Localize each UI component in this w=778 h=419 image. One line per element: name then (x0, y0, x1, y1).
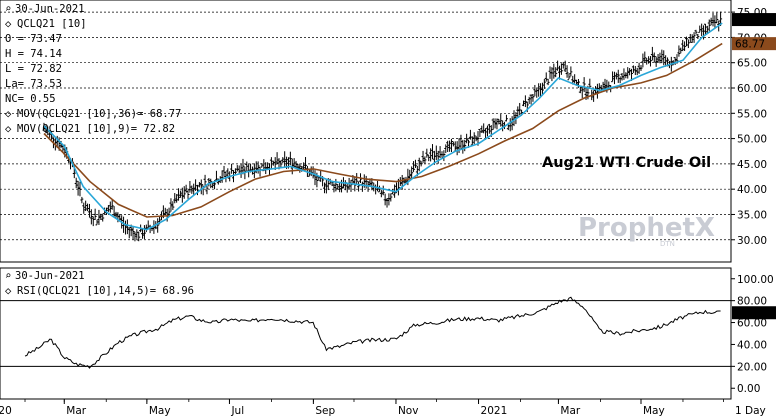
x-tick-label: Sep (315, 405, 335, 417)
diamond-icon: ◇ (5, 123, 12, 135)
watermark-sub: DTN (660, 240, 675, 248)
rsi-y-tick-label: 0.00 (737, 383, 760, 395)
diamond-icon: ◇ (5, 108, 12, 120)
info-net-change: NC= 0.55 (5, 93, 56, 105)
magnifier-icon[interactable]: ⌕ (5, 270, 11, 282)
mov-fast-line (43, 22, 723, 231)
last-price-badge: 73.53 (732, 13, 776, 27)
diamond-icon: ◇ (5, 285, 12, 297)
price-y-tick-label: 30.00 (737, 235, 767, 247)
chart-annotation: Aug21 WTI Crude Oil (542, 155, 711, 171)
watermark: ProphetX (578, 213, 715, 243)
x-tick-label: Jul (230, 405, 244, 417)
price-info: ⌕ 30-Jun-2021 ◇ QCLQ21 [10] O = 73.47 H … (5, 3, 181, 135)
x-tick-label: May (149, 405, 171, 417)
rsi-badge: 68.96 (732, 306, 776, 320)
rsi-y-tick-label: 60.00 (737, 318, 767, 330)
x-axis: 2020 Mar May Jul Sep Nov 2021 Mar May 1 Day (0, 398, 766, 417)
price-y-tick-label: 45.00 (737, 159, 767, 171)
x-tick-label: Mar (66, 405, 86, 417)
rsi-y-tick-label: 20.00 (737, 361, 767, 373)
info-symbol: QCLQ21 [10] (17, 18, 87, 30)
diamond-icon: ◇ (5, 18, 12, 30)
price-y-tick-label: 50.00 (737, 134, 767, 146)
svg-text:68.77: 68.77 (735, 39, 765, 51)
x-tick-label: Mar (560, 405, 580, 417)
price-y-tick-label: 55.00 (737, 108, 767, 120)
rsi-y-tick-label: 40.00 (737, 339, 767, 351)
rsi-label: RSI(QCLQ21 [10],14,5)= 68.96 (17, 285, 194, 297)
rsi-y-tick-label: 100.00 (737, 274, 774, 286)
price-y-tick-label: 60.00 (737, 83, 767, 95)
rsi-y-axis: 100.00 80.00 60.00 40.00 20.00 0.00 (731, 274, 774, 395)
price-y-tick-label: 35.00 (737, 209, 767, 221)
info-last: La= 73.53 (5, 78, 62, 90)
mov-slow-line (43, 42, 723, 218)
x-tick-label: May (643, 405, 665, 417)
svg-text:73.53: 73.53 (735, 15, 765, 27)
magnifier-icon[interactable]: ⌕ (5, 3, 11, 15)
info-date: 30-Jun-2021 (15, 3, 85, 15)
price-panel: 75.0070.0065.0060.0055.0050.0045.0040.00… (0, 0, 776, 263)
rsi-y-tick-label: 80.00 (737, 296, 767, 308)
rsi-panel: 100.00 80.00 60.00 40.00 20.00 0.00 ⌕ 30-Jun-… (0, 267, 776, 400)
price-y-tick-label: 65.00 (737, 58, 767, 70)
price-bars (42, 11, 723, 242)
period-label[interactable]: 1 Day (735, 405, 766, 417)
rsi-grid (0, 300, 731, 367)
x-tick-label: 2020 (0, 405, 12, 417)
svg-text:68.96: 68.96 (735, 308, 765, 320)
price-grid (0, 11, 731, 241)
x-tick-label: 2021 (481, 405, 508, 417)
price-y-tick-label: 40.00 (737, 184, 767, 196)
mov-badge: 68.77 (732, 37, 776, 51)
info-low: L = 72.82 (5, 63, 62, 75)
rsi-line (24, 296, 721, 369)
info-mov-slow: MOV(QCLQ21 [10],36)= 68.77 (17, 108, 181, 120)
rsi-date: 30-Jun-2021 (15, 270, 85, 282)
info-mov-fast: MOV(QCLQ21 [10],9)= 72.82 (17, 123, 175, 135)
info-open: O = 73.47 (5, 33, 62, 45)
info-high: H = 74.14 (5, 48, 62, 60)
x-tick-label: Nov (398, 405, 419, 417)
